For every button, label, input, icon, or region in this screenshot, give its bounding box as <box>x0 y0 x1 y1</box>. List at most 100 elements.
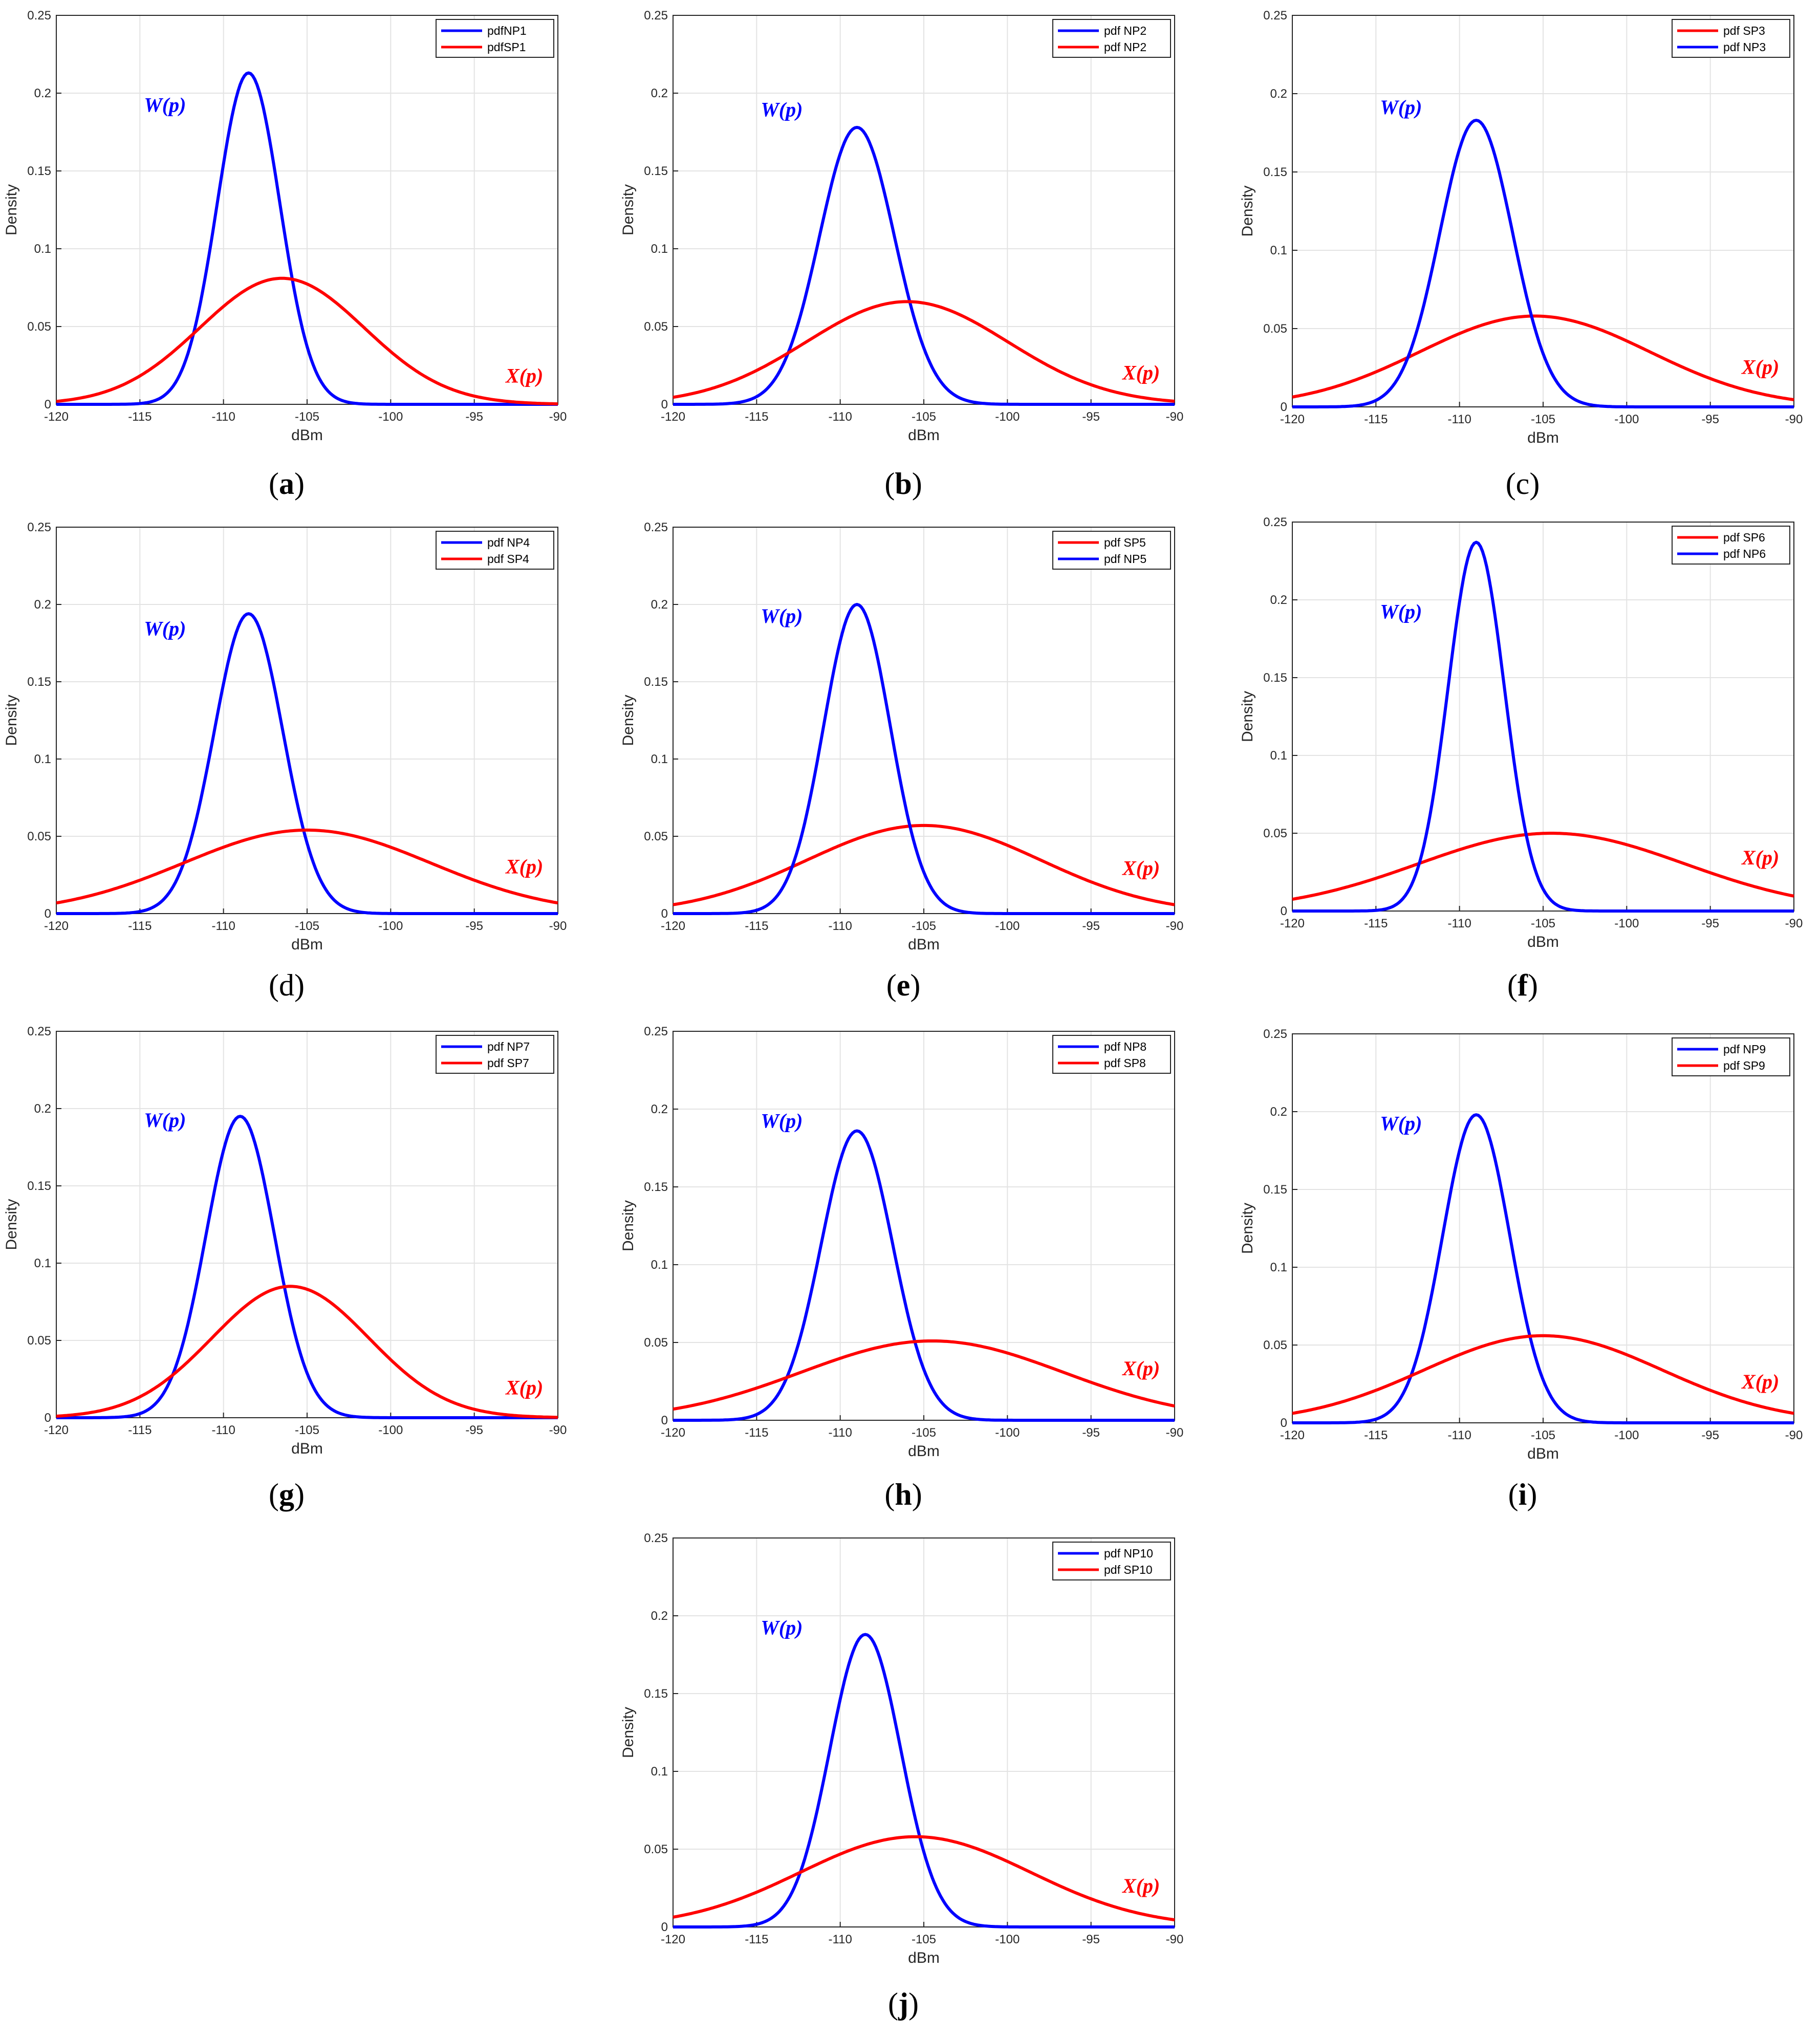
y-axis-label: Density <box>1239 1203 1256 1254</box>
x-axis-label: dBm <box>908 936 940 953</box>
series-line-pdf-SP10 <box>673 1835 1175 1922</box>
legend: pdf SP5 pdf NP5 <box>1052 531 1171 570</box>
y-tick-label: 0.05 <box>644 320 668 334</box>
x-tick-label: -110 <box>829 1933 852 1946</box>
panel-caption: (d) <box>269 968 305 1002</box>
y-tick-label: 0 <box>45 1411 51 1425</box>
x-axis-label: dBm <box>1527 1445 1559 1462</box>
series-line-pdf-NP8 <box>673 1129 1175 1422</box>
y-tick-label: 0.25 <box>644 1025 668 1038</box>
legend: pdf NP9 pdf SP9 <box>1672 1037 1790 1076</box>
legend-label: pdf NP6 <box>1723 547 1766 560</box>
x-tick-label: -115 <box>1364 413 1388 426</box>
y-tick-label: 0.1 <box>34 242 51 256</box>
y-tick-label: 0.15 <box>1263 165 1287 179</box>
x-tick-label: -105 <box>295 1423 319 1437</box>
panel-g: -120 -115 -110 -105 -100 -95 -90 0 0.05 0.1 0.15 0.… <box>3 1025 567 1511</box>
x-tick-label: -90 <box>1785 413 1803 426</box>
y-tick-label: 0 <box>661 398 668 411</box>
annotation-label: X(p) <box>1121 361 1160 384</box>
legend-label: pdf SP5 <box>1104 536 1146 549</box>
legend-box <box>1052 531 1171 570</box>
y-tick-label: 0.2 <box>651 86 668 100</box>
x-tick-label: -100 <box>378 410 403 424</box>
y-tick-label: 0.15 <box>644 1180 668 1194</box>
legend: pdf NP10 pdf SP10 <box>1052 1542 1171 1580</box>
x-tick-label: -115 <box>745 1933 768 1946</box>
x-tick-label: -120 <box>1280 413 1305 426</box>
legend-box <box>436 1035 554 1074</box>
annotation-label: X(p) <box>1741 846 1779 869</box>
x-tick-label: -120 <box>44 1423 69 1437</box>
y-tick-label: 0.1 <box>1270 1261 1287 1274</box>
panel-caption-letter: j <box>898 1987 908 2021</box>
panel-caption: (f) <box>1507 968 1538 1002</box>
legend-label: pdf NP7 <box>487 1040 530 1053</box>
annotation-label: W(p) <box>761 98 803 121</box>
y-tick-label: 0.05 <box>644 1843 668 1856</box>
y-tick-label: 0.05 <box>1263 1338 1287 1352</box>
panel-caption-letter: h <box>895 1478 912 1511</box>
x-tick-label: -120 <box>1280 917 1305 930</box>
panel-c: -120 -115 -110 -105 -100 -95 -90 0 0.05 0.1 0.15 0.… <box>1239 9 1803 501</box>
y-tick-label: 0 <box>45 398 51 411</box>
panel-caption: (c) <box>1506 467 1540 501</box>
x-tick-label: -120 <box>44 919 69 933</box>
y-tick-label: 0.05 <box>1263 827 1287 840</box>
legend-box <box>436 19 554 58</box>
x-tick-label: -110 <box>829 410 852 424</box>
y-tick-label: 0 <box>661 1414 668 1427</box>
x-tick-label: -100 <box>1614 1428 1639 1442</box>
legend-box <box>1052 1542 1171 1580</box>
y-tick-label: 0.15 <box>27 1179 51 1193</box>
annotation-label: X(p) <box>1741 356 1779 379</box>
y-tick-label: 0.2 <box>1270 87 1287 101</box>
legend: pdf NP7 pdf SP7 <box>436 1035 554 1074</box>
x-axis-label: dBm <box>908 1443 940 1460</box>
x-tick-label: -120 <box>661 919 685 933</box>
y-tick-label: 0.2 <box>1270 593 1287 607</box>
y-tick-label: 0.2 <box>34 598 51 612</box>
x-tick-label: -105 <box>912 410 936 424</box>
series-line-pdf-NP6 <box>1292 540 1794 913</box>
legend: pdf SP6 pdf NP6 <box>1672 526 1790 565</box>
x-tick-label: -110 <box>212 919 235 933</box>
y-tick-label: 0 <box>661 1920 668 1934</box>
legend-label: pdf SP8 <box>1104 1056 1146 1070</box>
panel-f: -120 -115 -110 -105 -100 -95 -90 0 0.05 0.1 0.15 0.… <box>1239 515 1803 1002</box>
series-line-pdfNP1 <box>56 71 558 406</box>
y-tick-label: 0.25 <box>644 521 668 534</box>
series-line-pdf-NP3 <box>1292 119 1794 408</box>
panel-d: -120 -115 -110 -105 -100 -95 -90 0 0.05 0.1 0.15 0.… <box>3 521 567 1002</box>
annotation-label: W(p) <box>761 1109 803 1132</box>
x-tick-label: -115 <box>1364 917 1388 930</box>
x-tick-label: -105 <box>912 1426 936 1440</box>
series-line-pdf-NP4 <box>56 612 558 915</box>
legend: pdf SP3 pdf NP3 <box>1672 19 1790 58</box>
x-tick-label: -90 <box>1166 410 1184 424</box>
x-tick-label: -100 <box>995 919 1020 933</box>
panel-j: -120 -115 -110 -105 -100 -95 -90 0 0.05 0.1 0.15 0.… <box>620 1531 1183 2021</box>
x-tick-label: -115 <box>128 919 151 933</box>
y-tick-label: 0.15 <box>1263 1183 1287 1197</box>
x-tick-label: -105 <box>1531 917 1555 930</box>
legend-label: pdf NP2 <box>1104 24 1146 37</box>
x-tick-label: -90 <box>1785 917 1803 930</box>
x-tick-label: -95 <box>465 1423 483 1437</box>
y-tick-label: 0.05 <box>27 830 51 843</box>
legend-label: pdf NP4 <box>487 536 530 549</box>
series-line-pdfSP1 <box>56 276 558 406</box>
x-tick-label: -105 <box>295 919 319 933</box>
annotation-label: W(p) <box>144 93 186 116</box>
y-axis-label: Density <box>620 695 637 746</box>
annotation-label: W(p) <box>144 617 186 640</box>
legend-label: pdf NP8 <box>1104 1040 1146 1053</box>
x-tick-label: -100 <box>995 1933 1020 1946</box>
x-tick-label: -110 <box>212 1423 235 1437</box>
x-tick-label: -90 <box>1785 1428 1803 1442</box>
legend-box <box>1672 19 1790 58</box>
x-tick-label: -120 <box>661 1933 685 1946</box>
x-tick-label: -105 <box>295 410 319 424</box>
y-tick-label: 0.2 <box>651 1102 668 1116</box>
y-tick-label: 0.1 <box>651 1765 668 1779</box>
